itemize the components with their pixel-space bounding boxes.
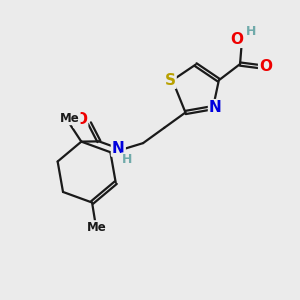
Text: N: N — [112, 141, 125, 156]
Text: Me: Me — [60, 112, 80, 124]
Text: O: O — [259, 59, 272, 74]
Text: O: O — [74, 112, 87, 127]
Text: N: N — [209, 100, 222, 115]
Text: O: O — [231, 32, 244, 47]
Text: S: S — [165, 73, 176, 88]
Text: H: H — [122, 153, 132, 167]
Text: H: H — [246, 25, 256, 38]
Text: Me: Me — [87, 221, 106, 234]
